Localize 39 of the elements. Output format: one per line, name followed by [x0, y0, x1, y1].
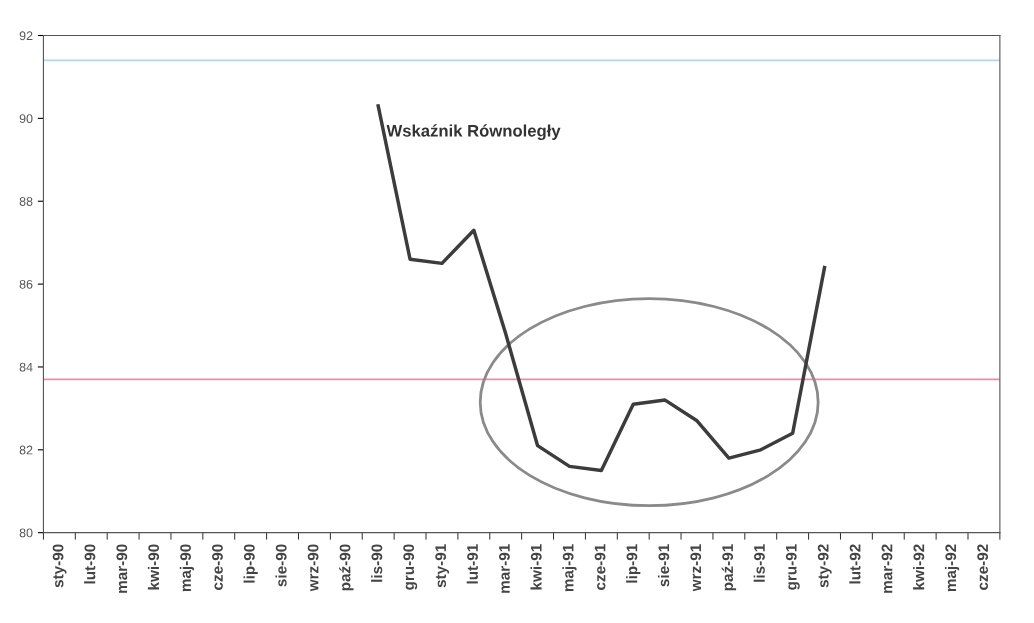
x-tick-label: maj-91 — [562, 544, 577, 592]
y-tick-label: 86 — [19, 279, 33, 289]
x-tick-label: cze-90 — [212, 544, 223, 590]
y-tick-label: 80 — [19, 528, 33, 538]
x-tick-label: cze-91 — [594, 544, 606, 590]
x-tick-label: kwi-91 — [530, 544, 542, 590]
y-tick-label: 90 — [19, 114, 33, 124]
x-tick-label: paź-91 — [721, 544, 737, 591]
x-tick-label: lis-91 — [753, 544, 765, 582]
x-tick-label: wrz-90 — [307, 544, 319, 592]
x-tick-label: gru-90 — [403, 544, 418, 590]
x-tick-label: lut-90 — [84, 544, 96, 584]
series-label: Wskaźnik Równoległy — [386, 124, 561, 141]
x-tick-label: sie-91 — [658, 544, 670, 587]
x-tick-label: lut-91 — [466, 544, 478, 584]
y-tick-label: 92 — [19, 31, 33, 41]
y-tick-label: 82 — [19, 445, 33, 455]
x-tick-label: paź-90 — [339, 544, 354, 591]
y-tick-label: 88 — [19, 197, 33, 206]
x-tick-label: mar-91 — [498, 544, 510, 593]
x-tick-label: kwi-90 — [147, 544, 160, 590]
x-tick-label: cze-92 — [977, 544, 989, 590]
x-tick-label: lut-92 — [849, 544, 861, 584]
x-tick-label: sty-90 — [52, 544, 67, 588]
y-tick-label: 84 — [19, 362, 33, 372]
line-series — [376, 104, 827, 473]
x-tick-label: kwi-92 — [913, 544, 925, 590]
x-tick-label: mar-92 — [881, 544, 893, 593]
x-tick-label: sty-92 — [817, 544, 832, 588]
x-tick-label: gru-91 — [785, 544, 800, 590]
x-tick-label: sty-91 — [435, 544, 450, 588]
x-tick-label: wrz-91 — [690, 544, 702, 592]
x-tick-label: lis-90 — [371, 544, 383, 582]
x-tick-label: lip-90 — [243, 544, 258, 583]
x-tick-label: mar-90 — [116, 544, 128, 593]
x-tick-label: sie-90 — [275, 544, 287, 587]
x-tick-label: lip-91 — [626, 544, 641, 583]
x-tick-label: maj-92 — [944, 544, 960, 592]
x-tick-label: maj-90 — [179, 544, 195, 592]
